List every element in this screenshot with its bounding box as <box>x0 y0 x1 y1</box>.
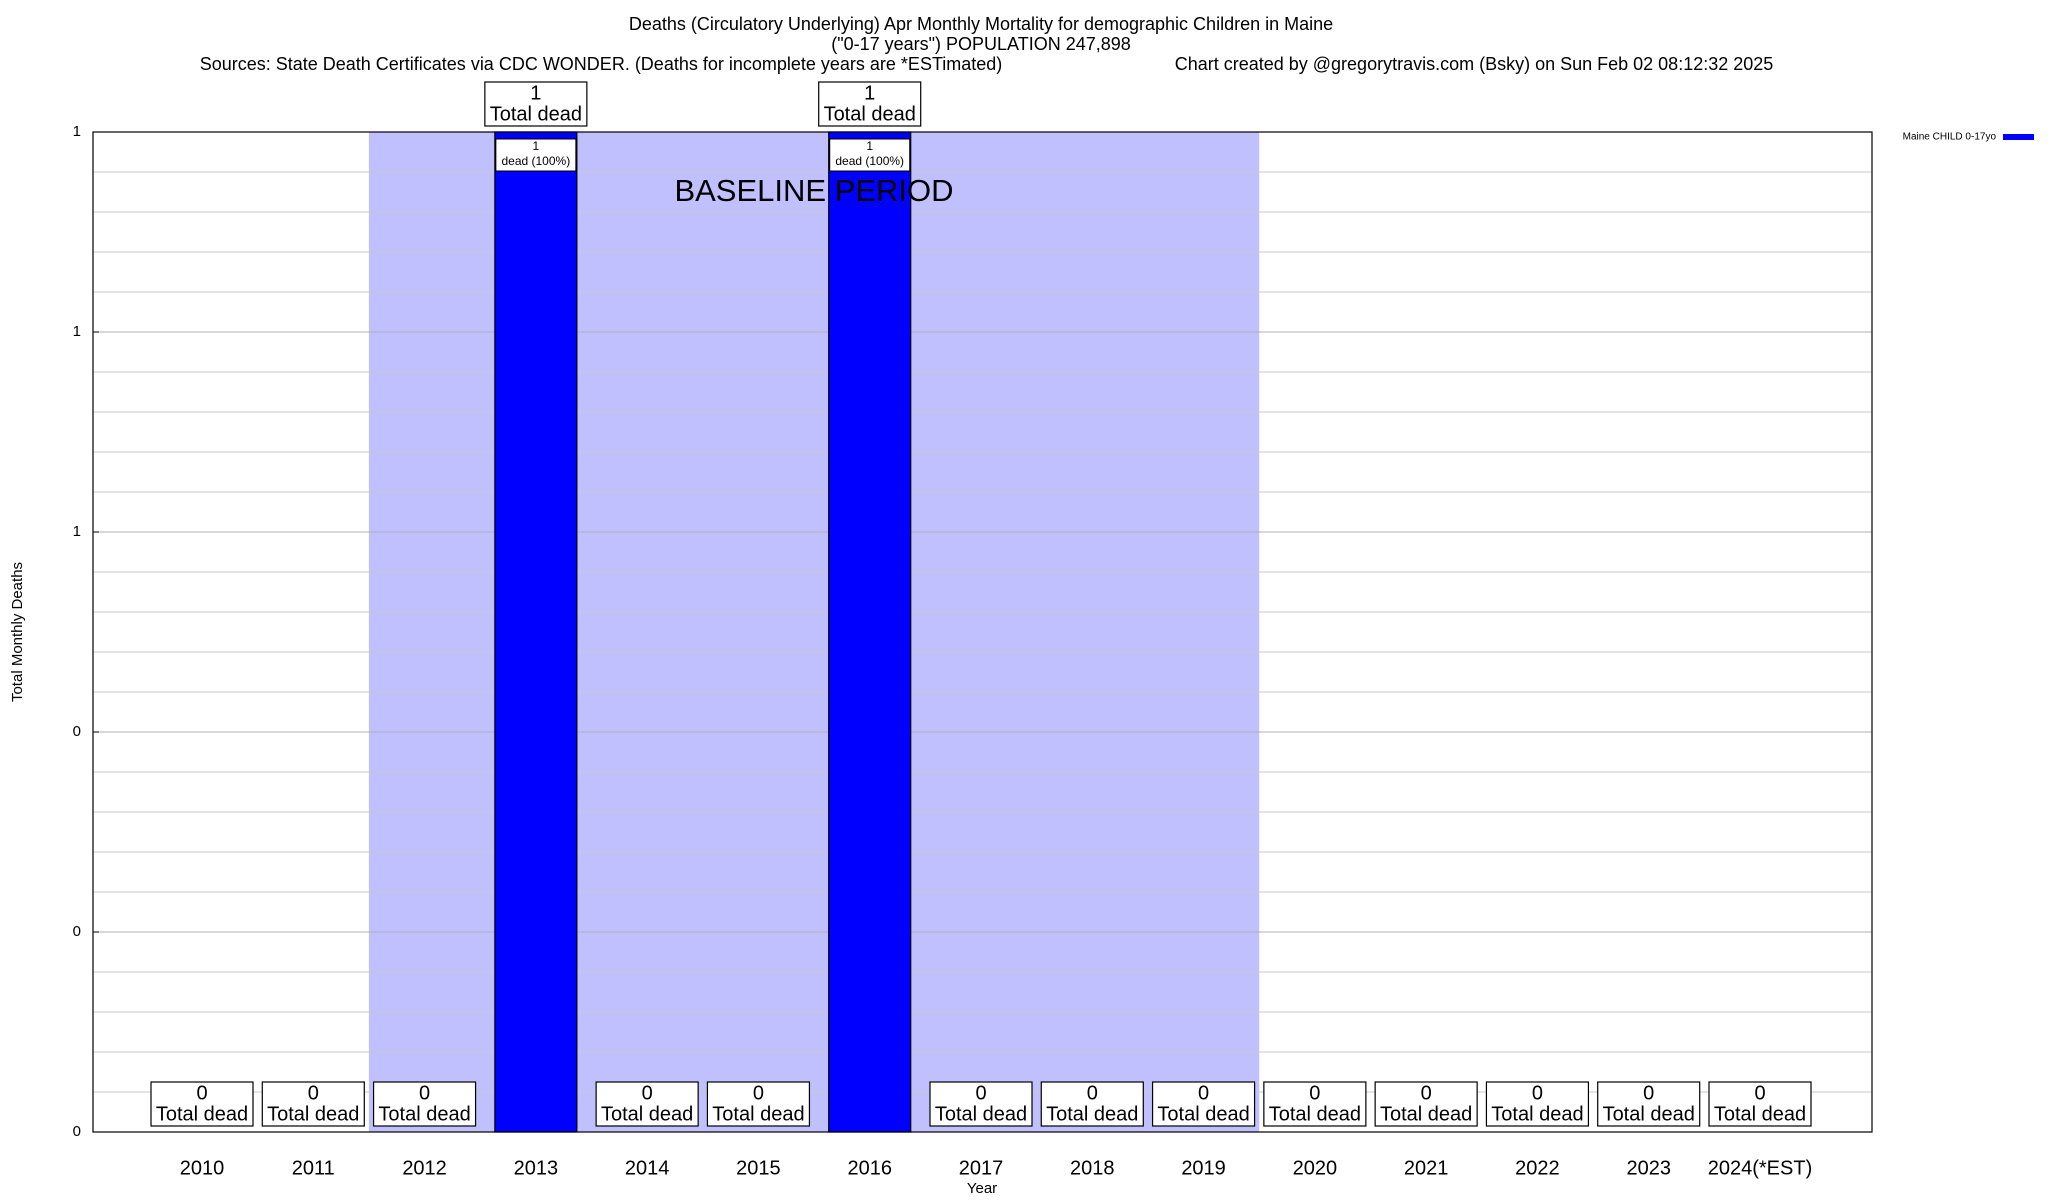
total-label: Total dead <box>824 103 916 125</box>
total-label: Total dead <box>1157 1103 1249 1125</box>
total-value: 0 <box>1421 1082 1432 1104</box>
total-label: Total dead <box>156 1103 248 1125</box>
x-tick-label: 2011 <box>292 1157 335 1179</box>
y-tick-label: 0 <box>73 1123 81 1140</box>
total-label: Total dead <box>490 103 582 125</box>
total-box <box>1263 1081 1367 1127</box>
total-label: Total dead <box>1491 1103 1583 1125</box>
y-tick-label: 1 <box>73 123 81 140</box>
x-tick-label: 2016 <box>847 1157 892 1179</box>
x-tick-label: 2022 <box>1515 1157 1560 1179</box>
x-tick-label: 2013 <box>514 1157 559 1179</box>
total-box <box>1485 1081 1590 1127</box>
x-tick-label: 2015 <box>736 1157 781 1179</box>
x-tick-label: 2024(*EST) <box>1708 1157 1813 1179</box>
bar <box>828 131 912 1133</box>
inner-label: dead (100%) <box>501 154 570 168</box>
legend-label: Maine CHILD 0-17yo <box>1903 132 1997 143</box>
inner-box <box>829 138 911 172</box>
total-box <box>1597 1081 1701 1127</box>
total-box <box>372 1081 477 1127</box>
total-value: 0 <box>1087 1082 1098 1104</box>
total-box <box>706 1081 811 1127</box>
total-box <box>595 1081 699 1127</box>
inner-value: 1 <box>533 139 540 153</box>
x-tick-label: 2023 <box>1626 1157 1671 1179</box>
inner-label: dead (100%) <box>835 154 904 168</box>
total-box <box>1374 1081 1478 1127</box>
y-tick-label: 0 <box>73 723 81 740</box>
x-tick-label: 2018 <box>1070 1157 1115 1179</box>
total-label: Total dead <box>935 1103 1027 1125</box>
x-tick-label: 2019 <box>1181 1157 1226 1179</box>
total-box <box>818 81 922 127</box>
chart-credit: Chart created by @gregorytravis.com (Bsk… <box>1175 54 1774 74</box>
y-tick-label: 1 <box>73 523 81 540</box>
chart-subtitle: ("0-17 years") POPULATION 247,898 <box>831 34 1131 54</box>
total-label: Total dead <box>712 1103 804 1125</box>
total-value: 0 <box>1754 1082 1765 1104</box>
plot-frame <box>92 131 1873 1133</box>
x-tick-label: 2017 <box>959 1157 1004 1179</box>
total-value: 1 <box>864 82 875 104</box>
total-label: Total dead <box>267 1103 359 1125</box>
total-box <box>150 1081 254 1127</box>
total-box <box>484 81 588 127</box>
total-label: Total dead <box>1603 1103 1695 1125</box>
y-tick-label: 0 <box>73 923 81 940</box>
inner-value: 1 <box>866 139 873 153</box>
total-box <box>929 1081 1033 1127</box>
total-value: 0 <box>1309 1082 1320 1104</box>
y-tick-label: 1 <box>73 323 81 340</box>
total-label: Total dead <box>378 1103 470 1125</box>
total-box <box>261 1081 365 1127</box>
total-value: 1 <box>530 82 541 104</box>
total-value: 0 <box>642 1082 653 1104</box>
total-label: Total dead <box>1269 1103 1361 1125</box>
total-label: Total dead <box>1046 1103 1138 1125</box>
total-value: 0 <box>1532 1082 1543 1104</box>
x-tick-label: 2010 <box>180 1157 225 1179</box>
x-tick-label: 2020 <box>1293 1157 1338 1179</box>
total-label: Total dead <box>1714 1103 1806 1125</box>
x-axis-label: Year <box>967 1180 997 1197</box>
chart-title: Deaths (Circulatory Underlying) Apr Mont… <box>629 14 1333 34</box>
total-value: 0 <box>1198 1082 1209 1104</box>
x-tick-label: 2014 <box>625 1157 670 1179</box>
x-tick-label: 2021 <box>1404 1157 1449 1179</box>
total-box <box>1151 1081 1256 1127</box>
chart-source: Sources: State Death Certificates via CD… <box>200 54 1003 74</box>
x-tick-label: 2012 <box>402 1157 447 1179</box>
total-value: 0 <box>1643 1082 1654 1104</box>
bar <box>494 131 578 1133</box>
total-label: Total dead <box>601 1103 693 1125</box>
total-value: 0 <box>975 1082 986 1104</box>
total-label: Total dead <box>1380 1103 1472 1125</box>
total-value: 0 <box>419 1082 430 1104</box>
total-value: 0 <box>196 1082 207 1104</box>
inner-box <box>495 138 577 172</box>
y-axis-label: Total Monthly Deaths <box>9 562 26 702</box>
baseline-label: BASELINE PERIOD <box>674 173 953 208</box>
total-value: 0 <box>308 1082 319 1104</box>
total-value: 0 <box>753 1082 764 1104</box>
total-box <box>1708 1081 1812 1127</box>
total-box <box>1040 1081 1144 1127</box>
